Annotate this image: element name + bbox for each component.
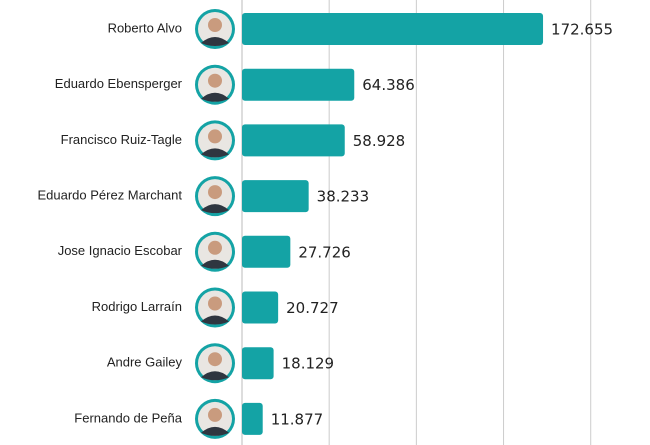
- bar: [242, 180, 309, 213]
- category-label: Eduardo Ebensperger: [55, 76, 183, 91]
- avatar: [195, 9, 235, 49]
- avatar-body: [201, 371, 229, 381]
- avatar-body: [201, 37, 229, 46]
- avatar-body: [201, 92, 229, 102]
- avatar-body: [201, 315, 229, 325]
- category-label: Roberto Alvo: [108, 20, 182, 35]
- bar: [242, 347, 274, 380]
- value-label: 20.727: [286, 299, 339, 317]
- avatar: [195, 398, 235, 439]
- avatar: [195, 231, 235, 272]
- bar: [242, 291, 279, 324]
- value-label: 18.129: [282, 355, 335, 373]
- bar: [242, 13, 544, 45]
- value-label: 172.655: [551, 21, 613, 39]
- avatar: [195, 64, 235, 105]
- avatar: [195, 343, 235, 384]
- value-label: 58.928: [353, 132, 406, 150]
- avatar-head: [208, 129, 222, 144]
- category-label: Francisco Ruiz-Tagle: [61, 132, 182, 147]
- bar: [242, 68, 355, 101]
- value-label: 38.233: [317, 188, 370, 206]
- category-label: Rodrigo Larraín: [92, 299, 182, 314]
- avatar: [195, 287, 235, 328]
- avatar-head: [208, 73, 222, 88]
- category-label: Andre Gailey: [107, 355, 183, 370]
- avatar: [195, 120, 235, 161]
- avatar-body: [201, 148, 229, 158]
- avatar-head: [208, 185, 222, 200]
- avatar-head: [208, 18, 222, 32]
- category-label: Jose Ignacio Escobar: [58, 243, 183, 258]
- avatar-body: [201, 204, 229, 214]
- category-label: Eduardo Pérez Marchant: [37, 188, 182, 203]
- avatar-head: [208, 352, 222, 367]
- category-label: Fernando de Peña: [74, 410, 182, 425]
- avatar-head: [208, 240, 222, 255]
- avatar: [195, 176, 235, 217]
- value-label: 64.386: [362, 76, 415, 94]
- avatar-body: [201, 426, 229, 436]
- bar: [242, 124, 345, 157]
- bar: [242, 235, 291, 268]
- value-label: 27.726: [298, 243, 351, 261]
- avatar-head: [208, 296, 222, 311]
- avatar-head: [208, 407, 222, 422]
- value-label: 11.877: [271, 410, 324, 428]
- avatar-body: [201, 259, 229, 269]
- bar: [242, 402, 263, 435]
